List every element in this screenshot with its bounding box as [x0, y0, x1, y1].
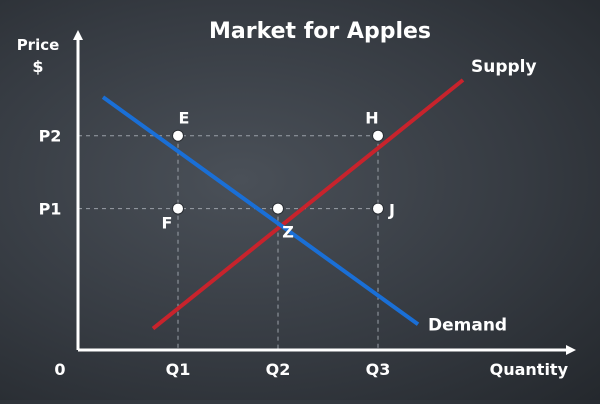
x-tick-q2: Q2 — [266, 360, 291, 379]
point-label-f: F — [162, 214, 173, 233]
point-e — [172, 129, 184, 142]
x-tick-q1: Q1 — [166, 360, 191, 379]
demand-label: Demand — [428, 315, 507, 335]
points-layer: E H F Z J — [162, 109, 395, 242]
point-label-j: J — [388, 201, 395, 220]
guide-lines — [78, 135, 379, 350]
y-axis-label-unit: $ — [32, 57, 43, 76]
point-h — [372, 129, 384, 142]
origin-label: 0 — [54, 360, 65, 379]
x-tick-q3: Q3 — [366, 360, 391, 379]
x-axis-label: Quantity — [490, 360, 569, 379]
point-label-z: Z — [282, 223, 294, 242]
axes — [73, 30, 576, 355]
point-f — [172, 202, 184, 215]
point-j — [372, 202, 384, 215]
supply-label: Supply — [471, 57, 537, 77]
demand-curve — [101, 95, 420, 326]
point-label-h: H — [365, 109, 378, 128]
chart-title: Market for Apples — [209, 19, 431, 44]
curves-layer: Supply Demand — [101, 57, 537, 335]
tick-labels: Q1 Q2 Q3 P1 P2 — [39, 127, 391, 379]
y-axis-label-price: Price — [17, 36, 60, 54]
y-tick-p2: P2 — [39, 127, 62, 146]
y-tick-p1: P1 — [39, 200, 62, 219]
point-z — [272, 202, 284, 215]
supply-curve — [151, 78, 465, 331]
point-label-e: E — [179, 109, 190, 128]
